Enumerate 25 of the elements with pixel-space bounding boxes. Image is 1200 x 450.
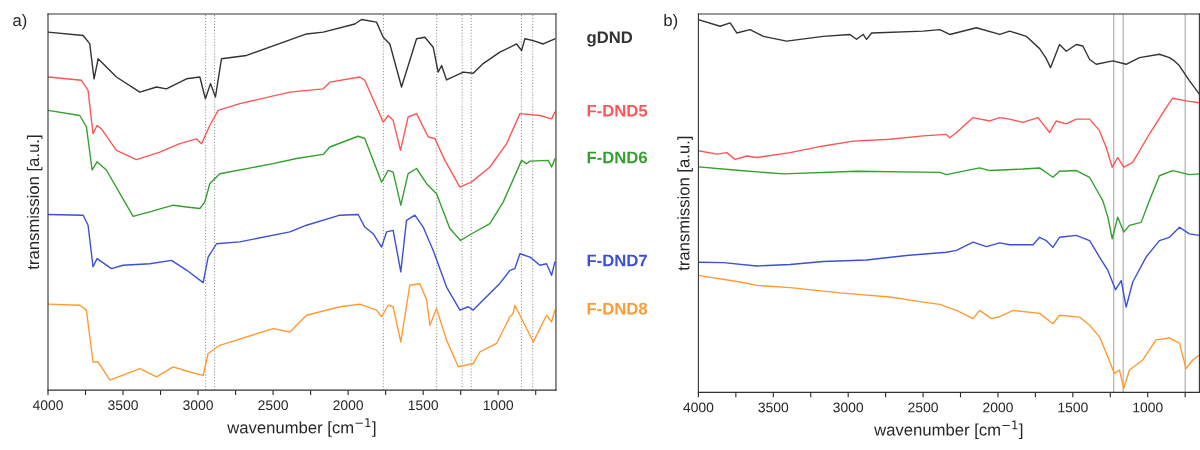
x-tick-label: 2000: [333, 400, 364, 411]
x-tick-label: 2000: [983, 402, 1013, 413]
y-axis-title: transmission [a.u.]: [26, 135, 43, 270]
x-tick-label: 2500: [908, 402, 938, 413]
series-label: F-DND8: [587, 302, 648, 315]
series-label: F-DND6: [587, 151, 648, 164]
series-label: F-DND7: [587, 254, 647, 267]
x-axis-title: wavenumber [cm$^{−1}$]: [874, 420, 1023, 439]
series-label: F-DND5: [587, 105, 648, 117]
x-tick-label: 2500: [258, 400, 288, 411]
chart-title: a): [13, 13, 27, 30]
x-axis-title: wavenumber [cm$^{−1}$]: [227, 418, 376, 437]
x-tick-label: 4000: [683, 402, 714, 413]
x-tick-label: 1500: [408, 400, 439, 411]
x-tick-label: 3000: [183, 400, 213, 411]
x-tick-label: 1000: [1133, 402, 1163, 413]
series-label: gDND: [587, 31, 633, 47]
x-tick-label: 3000: [833, 402, 864, 413]
x-tick-label: 4000: [32, 400, 63, 411]
x-tick-label: 3500: [758, 402, 789, 413]
x-tick-label: 3500: [108, 400, 138, 411]
chart-title: b): [664, 13, 678, 30]
x-tick-label: 1000: [483, 400, 514, 411]
x-tick-label: 1500: [1058, 402, 1088, 413]
y-axis-title: transmission [a.u.]: [677, 136, 693, 271]
